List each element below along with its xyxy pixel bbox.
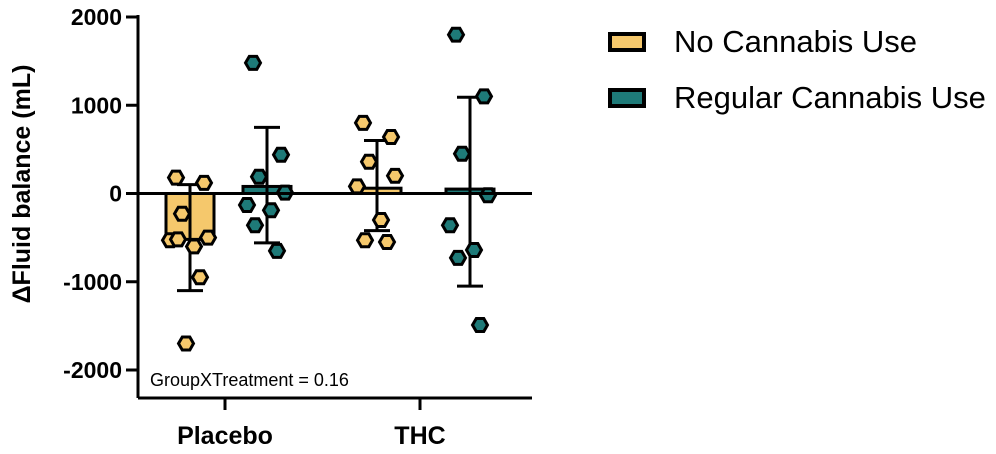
data-point-series1-cat1-5: [464, 242, 484, 258]
data-point-series0-cat0-6: [168, 231, 188, 248]
legend-swatch-no-cannabis: [608, 32, 646, 52]
data-point-series0-cat0-1: [194, 174, 214, 191]
data-point-series1-cat0-2: [249, 168, 269, 185]
legend-label-no-cannabis: No Cannabis Use: [674, 24, 917, 59]
data-point-series0-cat0-2: [172, 205, 192, 222]
y-tick-label-3: -1000: [63, 269, 122, 295]
data-point-series0-cat0-8: [176, 335, 196, 352]
data-point-series0-cat1-4: [347, 178, 367, 195]
data-point-series1-cat1-2: [452, 145, 472, 162]
data-point-series0-cat0-3: [198, 229, 218, 246]
data-point-series1-cat0-0: [243, 54, 263, 71]
y-tick-label-4: -2000: [63, 357, 122, 383]
data-point-series1-cat0-6: [245, 217, 265, 234]
data-point-series0-cat1-3: [385, 167, 405, 184]
axes-layer: 2000 1000 0 -1000 -2000 Placebo THC: [63, 4, 532, 450]
data-point-series0-cat1-7: [377, 234, 397, 250]
data-point-series1-cat1-3: [478, 187, 498, 204]
y-axis-label: ΔFluid balance (mL): [8, 65, 36, 304]
data-point-series1-cat1-6: [448, 249, 468, 266]
data-point-series1-cat0-4: [237, 197, 257, 213]
x-tick-label-placebo: Placebo: [177, 422, 273, 450]
data-point-series0-cat0-7: [190, 269, 210, 286]
x-tick-label-thc: THC: [394, 422, 445, 450]
data-point-series0-cat0-5: [184, 238, 204, 255]
data-point-series1-cat1-7: [470, 317, 490, 333]
data-point-series1-cat1-4: [440, 217, 460, 234]
data-point-series0-cat1-6: [355, 232, 375, 249]
data-point-series1-cat1-1: [474, 88, 494, 105]
data-point-series0-cat1-2: [359, 153, 379, 170]
legend-swatch-regular-cannabis: [608, 88, 646, 108]
y-tick-label-0: 2000: [71, 4, 122, 30]
legend-label-regular-cannabis: Regular Cannabis Use: [674, 80, 986, 115]
y-tick-label-2: 0: [109, 181, 122, 207]
points-layer: [160, 26, 498, 352]
data-point-series0-cat1-5: [371, 212, 391, 228]
data-point-series0-cat1-1: [381, 129, 401, 145]
data-point-series1-cat0-1: [271, 146, 291, 163]
data-point-series0-cat1-0: [353, 114, 373, 131]
data-point-series1-cat1-0: [446, 26, 466, 43]
data-point-series1-cat0-5: [261, 202, 281, 219]
y-tick-label-1: 1000: [71, 92, 122, 118]
data-point-series0-cat0-0: [166, 169, 186, 186]
data-point-series1-cat0-7: [267, 242, 287, 259]
interaction-annotation: GroupXTreatment = 0.16: [150, 370, 349, 390]
